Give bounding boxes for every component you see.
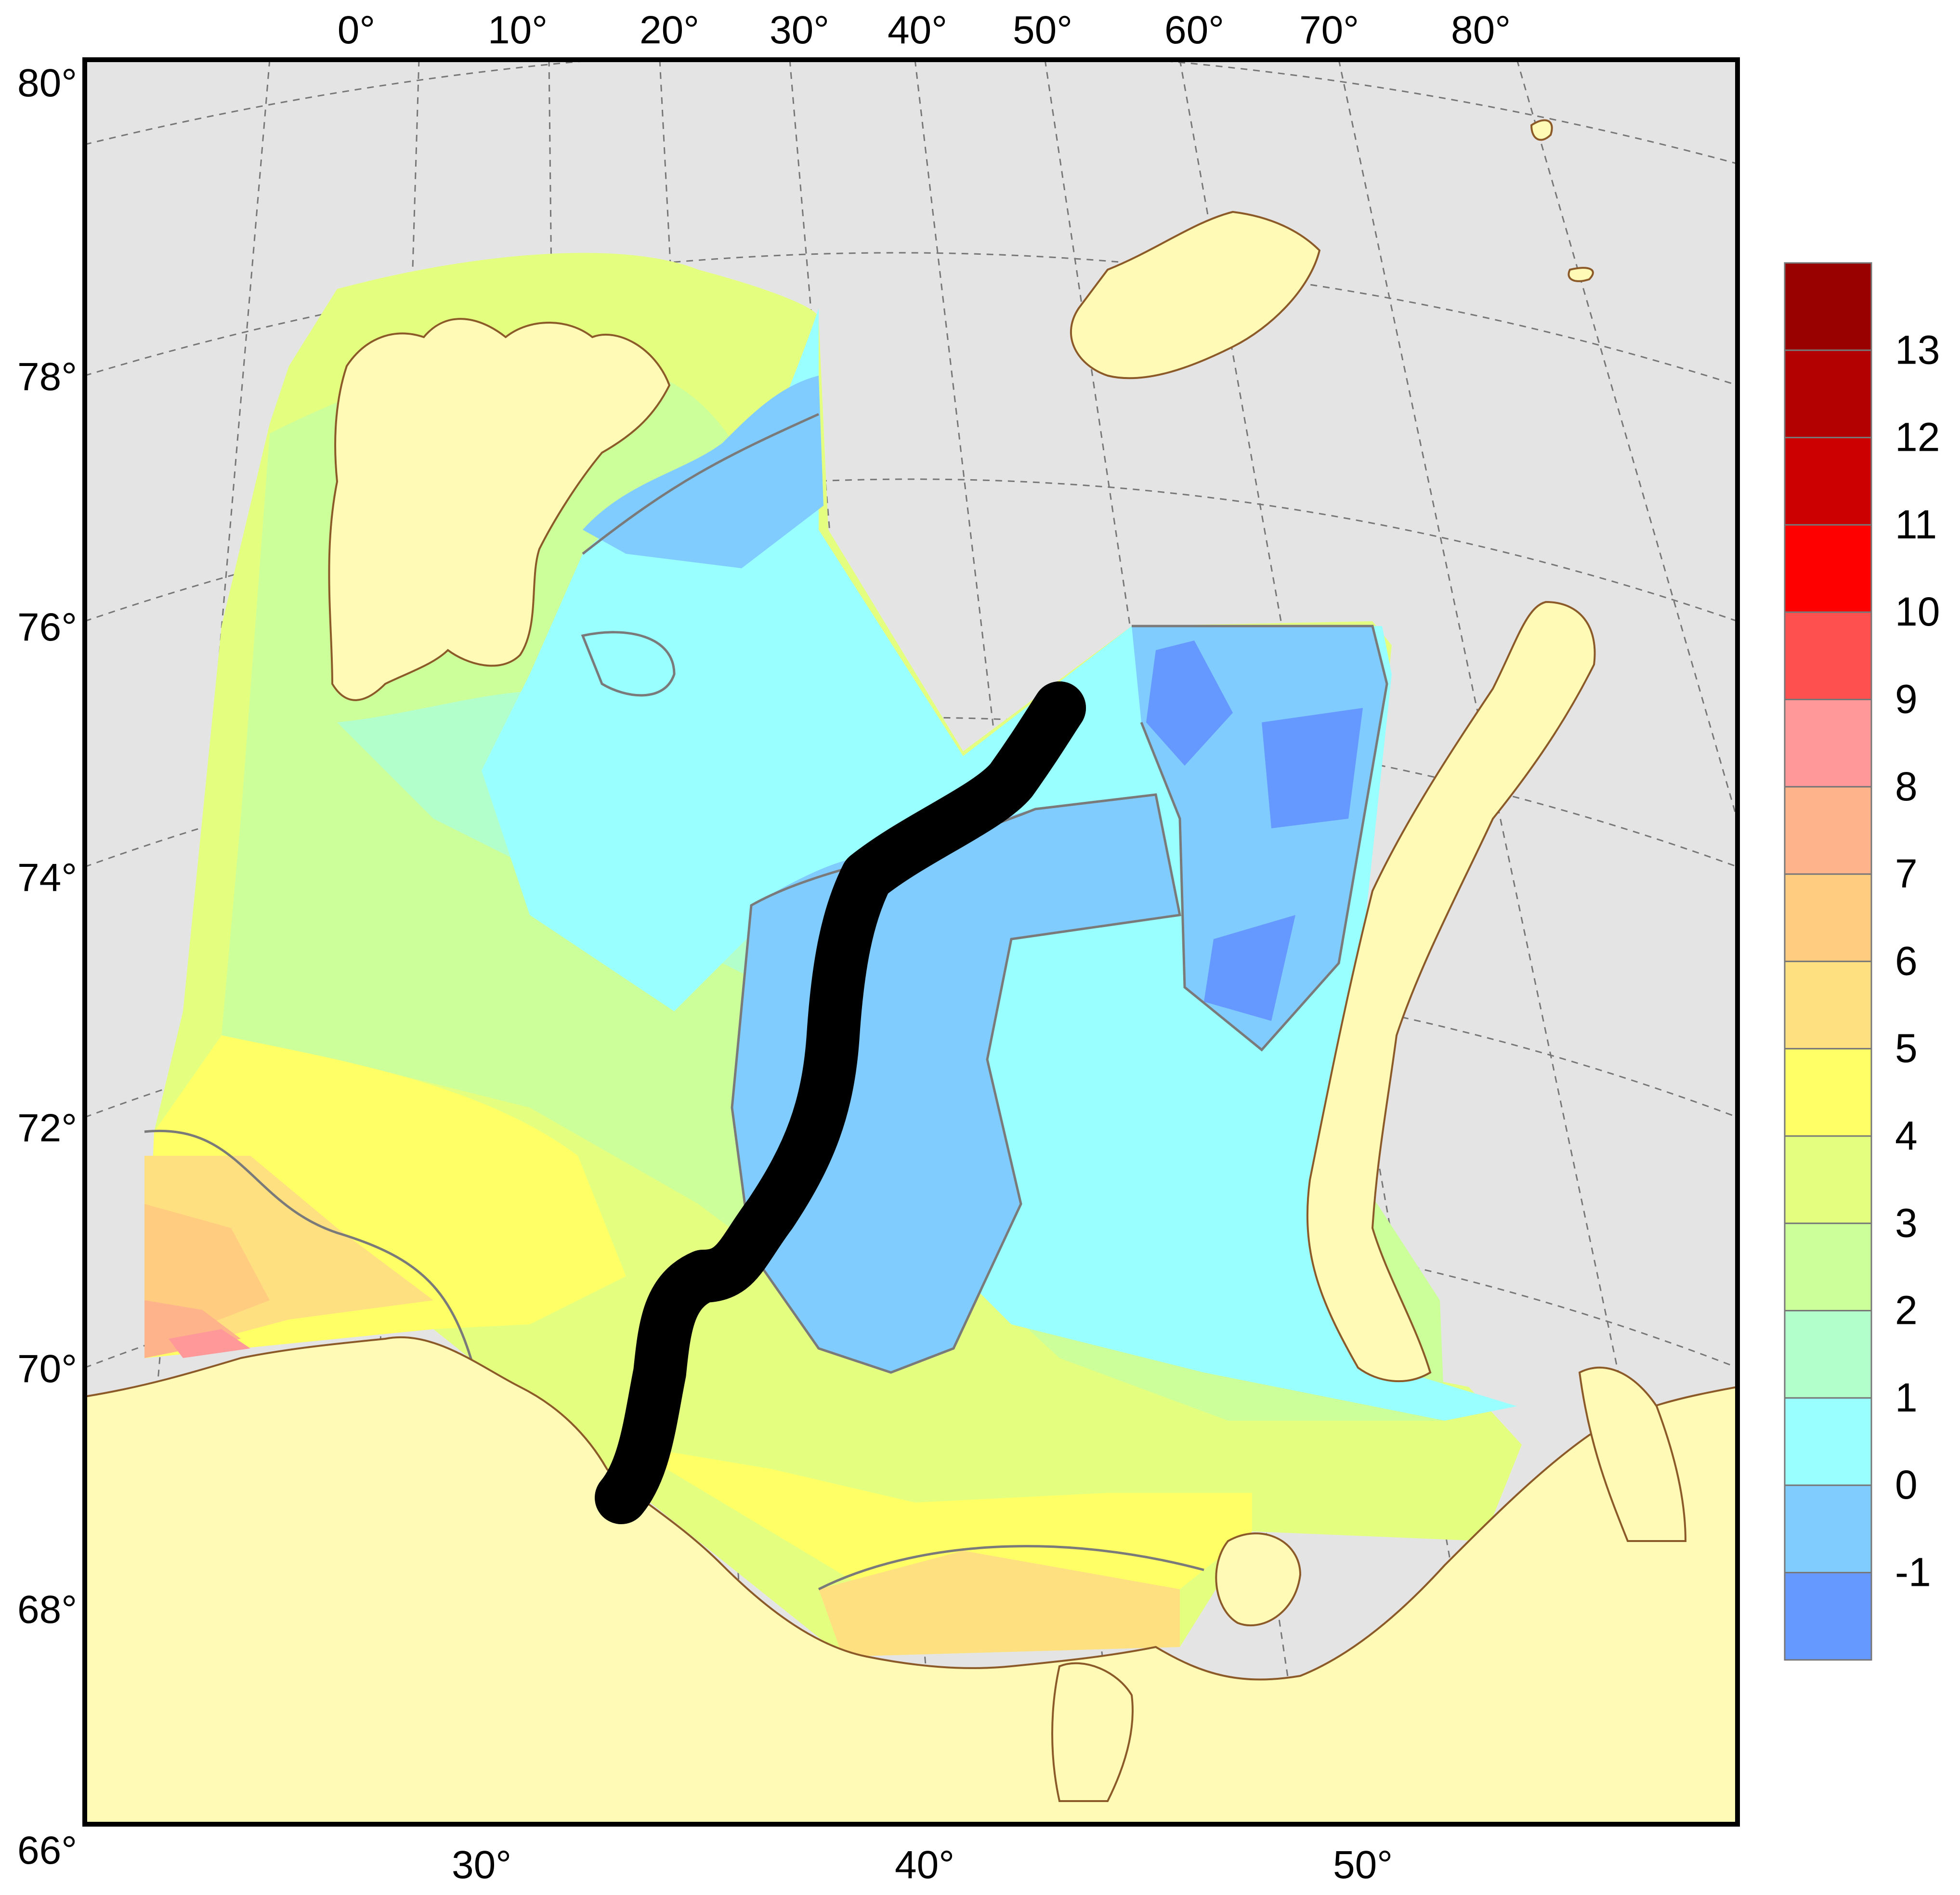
- color-bar-label: 8: [1895, 764, 1918, 809]
- bottom-lon-label: 40°: [895, 1843, 954, 1887]
- left-lat-label: 72°: [17, 1106, 77, 1150]
- field-zone-5-south: [819, 1551, 1180, 1657]
- color-bar-swatch: [1784, 1572, 1872, 1661]
- left-lat-label: 78°: [17, 355, 77, 399]
- field-zone-cold-core: [1146, 640, 1233, 766]
- bottom-lon-label: 50°: [1333, 1843, 1393, 1887]
- color-bar-swatch: [1784, 873, 1872, 962]
- color-bar-label: 3: [1895, 1200, 1918, 1245]
- field-zone-4-south: [626, 1445, 1252, 1589]
- field-zone-8: [169, 1329, 250, 1358]
- top-lon-label: 80°: [1451, 8, 1511, 52]
- bottom-longitude-labels: 30° 40° 50°: [452, 1843, 1393, 1887]
- left-lat-label: 76°: [17, 605, 77, 649]
- field-zone-cold-core-3: [1204, 915, 1295, 1021]
- color-bar-swatch: [1784, 349, 1872, 439]
- color-bar-swatch: [1784, 1397, 1872, 1486]
- color-bar-swatch: [1784, 1310, 1872, 1399]
- left-latitude-labels: 80° 78° 76° 74° 72° 70° 68° 66°: [17, 61, 77, 1872]
- left-lat-label: 70°: [17, 1347, 77, 1391]
- color-bar-swatch: [1784, 437, 1872, 526]
- color-bar-label: 7: [1895, 851, 1918, 896]
- kolguev-island: [1215, 1532, 1302, 1626]
- color-bar-swatch: [1784, 786, 1872, 875]
- color-bar-swatch: [1784, 1222, 1872, 1312]
- color-bar-swatch: [1784, 1484, 1872, 1573]
- color-bar-label: 6: [1895, 938, 1918, 983]
- top-lon-label: 0°: [338, 8, 375, 52]
- kanin-peninsula: [1051, 1662, 1134, 1802]
- left-lat-label: 74°: [17, 856, 77, 900]
- color-bar-swatch: [1784, 611, 1872, 700]
- color-bar-label: 0: [1895, 1462, 1918, 1507]
- color-bar-label: -1: [1895, 1550, 1931, 1595]
- left-lat-label: 80°: [17, 61, 77, 105]
- field-zone-cold-core-2: [1262, 708, 1363, 828]
- left-lat-label: 66°: [17, 1829, 77, 1872]
- top-longitude-labels: 0° 10° 20° 30° 40° 50° 60° 70° 80°: [338, 8, 1511, 52]
- franz-josef-land: [1070, 210, 1321, 379]
- left-lat-label: 68°: [17, 1588, 77, 1632]
- landmasses: [85, 119, 1738, 1824]
- transect-end: [1033, 681, 1086, 734]
- color-bar-swatch: [1784, 699, 1872, 788]
- top-lon-label: 10°: [488, 8, 548, 52]
- color-bar-label: 9: [1895, 677, 1918, 722]
- top-lon-label: 30°: [770, 8, 829, 52]
- color-bar-label: 13: [1895, 327, 1940, 372]
- bottom-lon-label: 30°: [452, 1843, 511, 1887]
- top-lon-label: 20°: [640, 8, 699, 52]
- color-bar-swatch: [1784, 524, 1872, 613]
- color-bar-label: 10: [1895, 589, 1940, 634]
- mainland-south: [85, 1336, 1738, 1824]
- color-bar-label: 12: [1895, 415, 1940, 460]
- svalbard: [328, 318, 671, 701]
- wight-island: [1568, 267, 1594, 282]
- color-bar-label: 2: [1895, 1288, 1918, 1333]
- top-lon-label: 70°: [1299, 8, 1359, 52]
- color-bar-label: 4: [1895, 1113, 1918, 1158]
- novaya-zemlya: [1306, 601, 1596, 1383]
- yamal-peninsula: [1578, 1366, 1687, 1542]
- color-bar-label: 1: [1895, 1375, 1918, 1420]
- top-lon-label: 40°: [888, 8, 947, 52]
- color-bar-swatch: [1784, 262, 1872, 351]
- color-bar-swatch: [1784, 1048, 1872, 1137]
- color-bar-label: 5: [1895, 1026, 1918, 1071]
- severnaya-islet: [1530, 119, 1553, 141]
- top-lon-label: 50°: [1013, 8, 1072, 52]
- transect-line: [595, 681, 1086, 1524]
- color-bar-swatch: [1784, 1135, 1872, 1224]
- color-bar-swatch: [1784, 960, 1872, 1050]
- top-lon-label: 60°: [1164, 8, 1224, 52]
- color-bar-label: 11: [1895, 502, 1937, 547]
- map-frame: [82, 57, 1740, 1827]
